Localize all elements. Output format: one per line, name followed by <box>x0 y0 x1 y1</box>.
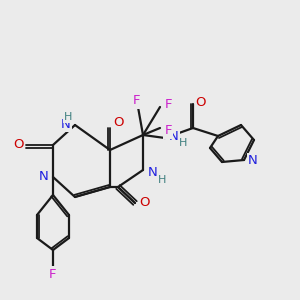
Text: N: N <box>39 170 49 184</box>
Text: H: H <box>179 138 187 148</box>
Text: N: N <box>148 167 158 179</box>
Text: F: F <box>164 98 172 112</box>
Text: F: F <box>133 94 141 107</box>
Text: N: N <box>169 130 179 142</box>
Text: N: N <box>248 154 258 167</box>
Text: N: N <box>61 118 71 130</box>
Text: F: F <box>49 268 57 281</box>
Text: O: O <box>139 196 149 209</box>
Text: F: F <box>164 124 172 137</box>
Text: H: H <box>158 175 166 185</box>
Text: O: O <box>13 139 23 152</box>
Text: O: O <box>196 95 206 109</box>
Text: H: H <box>64 112 72 122</box>
Text: O: O <box>113 116 123 130</box>
